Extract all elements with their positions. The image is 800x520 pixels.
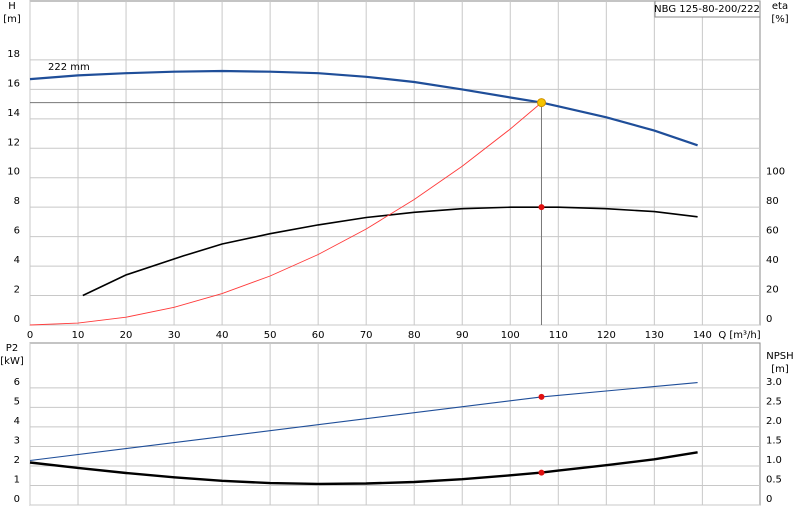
y-tick-label: 2 xyxy=(14,455,20,466)
y-tick-label: 14 xyxy=(7,108,20,119)
y2-tick-label: 80 xyxy=(766,196,779,207)
y2-axis-label: eta xyxy=(772,1,788,12)
operating-point xyxy=(538,469,545,476)
y2-tick-label: 40 xyxy=(766,255,779,266)
y-tick-label: 18 xyxy=(7,49,20,60)
y-axis-label: [kW] xyxy=(0,356,24,367)
series-line xyxy=(82,206,698,297)
y-tick-label: 8 xyxy=(14,196,20,207)
y2-tick-label: 0 xyxy=(766,314,772,325)
y-tick-label: 6 xyxy=(14,377,20,388)
operating-point xyxy=(536,98,546,108)
y-tick-label: 0 xyxy=(14,494,20,505)
y-tick-label: 2 xyxy=(14,285,20,296)
y2-tick-label: 1.5 xyxy=(766,435,782,446)
plot-frame xyxy=(29,0,761,326)
operating-point xyxy=(538,204,545,211)
legend-box xyxy=(654,0,761,18)
x-axis-label: Q [m³/h] xyxy=(718,330,760,341)
x-tick-label: 80 xyxy=(408,330,421,341)
y-tick-label: 0 xyxy=(14,314,20,325)
y-tick-label: 6 xyxy=(14,226,20,237)
x-tick-label: 130 xyxy=(645,330,664,341)
y-tick-label: 4 xyxy=(14,416,20,427)
chart-title: NBG 125-80-200/222 xyxy=(654,4,760,15)
series-label: 222 mm xyxy=(48,62,90,73)
y2-axis-label: NPSH xyxy=(766,351,793,362)
x-tick-label: 100 xyxy=(501,330,520,341)
x-tick-label: 30 xyxy=(168,330,181,341)
x-tick-label: 0 xyxy=(27,330,33,341)
y-tick-label: 5 xyxy=(14,396,20,407)
x-tick-label: 50 xyxy=(264,330,277,341)
operating-point xyxy=(538,393,545,400)
y-axis-label: H xyxy=(8,1,16,12)
x-tick-label: 140 xyxy=(693,330,712,341)
y2-tick-label: 100 xyxy=(766,167,785,178)
y2-tick-label: 20 xyxy=(766,285,779,296)
y2-tick-label: 0.5 xyxy=(766,474,782,485)
y2-tick-label: 1.0 xyxy=(766,455,782,466)
x-tick-label: 70 xyxy=(360,330,373,341)
x-tick-label: 40 xyxy=(216,330,229,341)
x-tick-label: 60 xyxy=(312,330,325,341)
x-tick-label: 90 xyxy=(456,330,469,341)
y-axis-label: [m] xyxy=(3,14,21,25)
y-tick-label: 3 xyxy=(14,435,20,446)
y2-tick-label: 60 xyxy=(766,226,779,237)
y-tick-label: 16 xyxy=(7,78,20,89)
plot-frame xyxy=(29,342,761,506)
series-line xyxy=(29,102,542,326)
y2-tick-label: 0 xyxy=(766,494,772,505)
y2-tick-label: 3.0 xyxy=(766,377,782,388)
x-tick-label: 10 xyxy=(72,330,85,341)
y2-axis-label: [m] xyxy=(771,364,789,375)
y-tick-label: 10 xyxy=(7,167,20,178)
y2-tick-label: 2.0 xyxy=(766,416,782,427)
y-tick-label: 12 xyxy=(7,137,20,148)
series-line xyxy=(29,69,698,147)
series-line xyxy=(29,382,698,462)
x-tick-label: 120 xyxy=(597,330,616,341)
series-line xyxy=(29,451,698,486)
y2-tick-label: 2.5 xyxy=(766,396,782,407)
y-tick-label: 4 xyxy=(14,255,20,266)
y-axis-label: P2 xyxy=(6,343,18,354)
x-tick-label: 20 xyxy=(120,330,133,341)
y-tick-label: 1 xyxy=(14,474,20,485)
y2-axis-label: [%] xyxy=(771,14,788,25)
x-tick-label: 110 xyxy=(549,330,568,341)
